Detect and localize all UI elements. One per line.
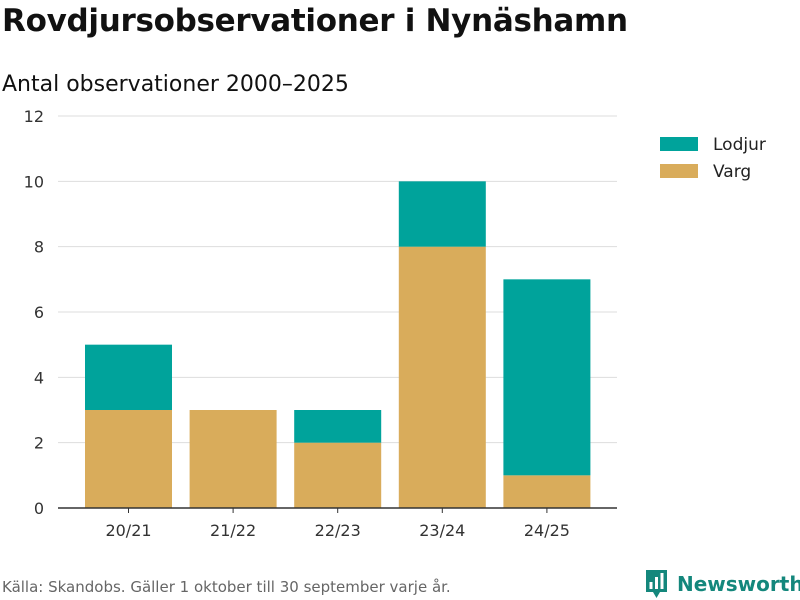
bar-varg-22-23: [294, 442, 382, 508]
y-tick-label: 8: [34, 238, 44, 257]
y-tick-label: 6: [34, 303, 44, 322]
bar-lodjur-24-25: [503, 279, 591, 476]
brand-name: Newsworthy: [677, 572, 800, 596]
x-tick-label: 21/22: [210, 521, 256, 540]
y-tick-label: 10: [24, 172, 44, 191]
y-tick-label: 12: [24, 107, 44, 126]
bar-varg-24-25: [503, 475, 591, 508]
chart-title: Rovdjursobservationer i Nynäshamn: [2, 3, 628, 39]
x-tick-label: 23/24: [419, 521, 465, 540]
legend-swatch-lodjur: [660, 137, 698, 151]
x-tick-label: 22/23: [315, 521, 361, 540]
bar-lodjur-20-21: [85, 344, 172, 410]
stacked-bar-chart: 0 2 4 6 8 10 12 20/21 21/22 22/23 23/24 24/25 Lodjur…: [24, 107, 766, 540]
bar-lodjur-22-23: [294, 410, 382, 443]
y-tick-label: 2: [34, 434, 44, 453]
bar-lodjur-23-24: [398, 181, 486, 247]
y-tick-label: 0: [34, 499, 44, 518]
bar-varg-20-21: [85, 410, 172, 508]
x-tick-label: 24/25: [524, 521, 570, 540]
bar-chart-icon: [646, 570, 667, 598]
legend-label-varg: Varg: [713, 162, 751, 182]
y-tick-label: 4: [34, 368, 44, 387]
x-tick-label: 20/21: [105, 521, 151, 540]
bar-varg-21-22: [189, 410, 277, 508]
newsworthy-logo: Newsworthy: [644, 569, 800, 599]
chart-subtitle: Antal observationer 2000–2025: [2, 72, 349, 97]
bar-varg-23-24: [398, 246, 486, 508]
legend-swatch-varg: [660, 164, 698, 178]
source-note: Källa: Skandobs. Gäller 1 oktober till 3…: [2, 578, 451, 596]
legend-label-lodjur: Lodjur: [713, 135, 766, 155]
